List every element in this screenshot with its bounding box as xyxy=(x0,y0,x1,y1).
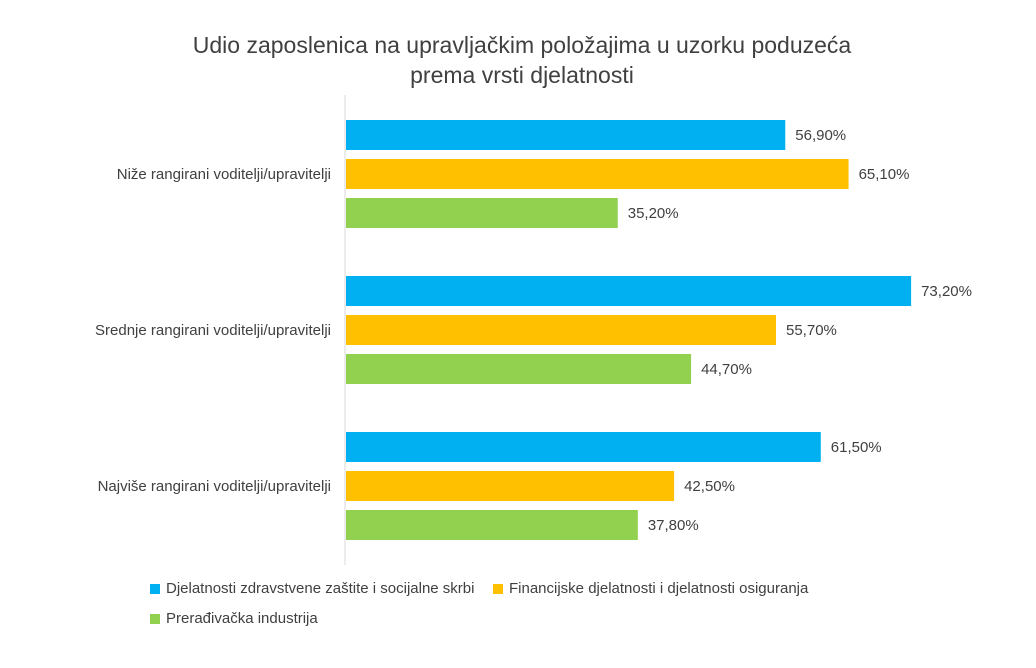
category-label: Niže rangirani voditelji/upravitelji xyxy=(117,166,331,183)
bar-value-label: 73,20% xyxy=(921,283,972,300)
bar xyxy=(346,471,675,501)
legend-item-finance: Financijske djelatnosti i djelatnosti os… xyxy=(493,580,808,597)
legend-swatch-finance xyxy=(493,583,503,594)
legend-label-health: Djelatnosti zdravstvene zaštite i socija… xyxy=(166,580,475,597)
chart-title-line-2: prema vrsti djelatnosti xyxy=(410,62,634,88)
legend-item-health: Djelatnosti zdravstvene zaštite i socija… xyxy=(150,580,474,597)
chart-title-line-1: Udio zaposlenica na upravljačkim položaj… xyxy=(192,32,852,58)
bar xyxy=(346,510,638,540)
bar xyxy=(346,120,786,150)
bar-value-label: 61,50% xyxy=(831,439,882,456)
legend-swatch-health xyxy=(150,583,160,594)
bar-value-label: 55,70% xyxy=(786,322,837,339)
bar xyxy=(346,432,821,462)
category-label: Najviše rangirani voditelji/upravitelji xyxy=(98,478,331,495)
bar-value-label: 65,10% xyxy=(859,166,910,183)
bar-value-label: 44,70% xyxy=(701,361,752,378)
legend-item-manufacturing: Prerađivačka industrija xyxy=(150,610,318,627)
bar xyxy=(346,276,912,306)
bar-value-label: 37,80% xyxy=(648,517,699,534)
legend-label-manufacturing: Prerađivačka industrija xyxy=(166,610,318,627)
bar xyxy=(346,198,618,228)
bar-value-label: 56,90% xyxy=(795,127,846,144)
legend-swatch-manufacturing xyxy=(150,613,160,624)
bar xyxy=(346,159,849,189)
bar xyxy=(346,315,777,345)
legend-label-finance: Financijske djelatnosti i djelatnosti os… xyxy=(509,580,809,597)
bar xyxy=(346,354,692,384)
bar-value-label: 42,50% xyxy=(684,478,735,495)
bar-value-label: 35,20% xyxy=(628,205,679,222)
category-label: Srednje rangirani voditelji/upravitelji xyxy=(95,322,331,339)
